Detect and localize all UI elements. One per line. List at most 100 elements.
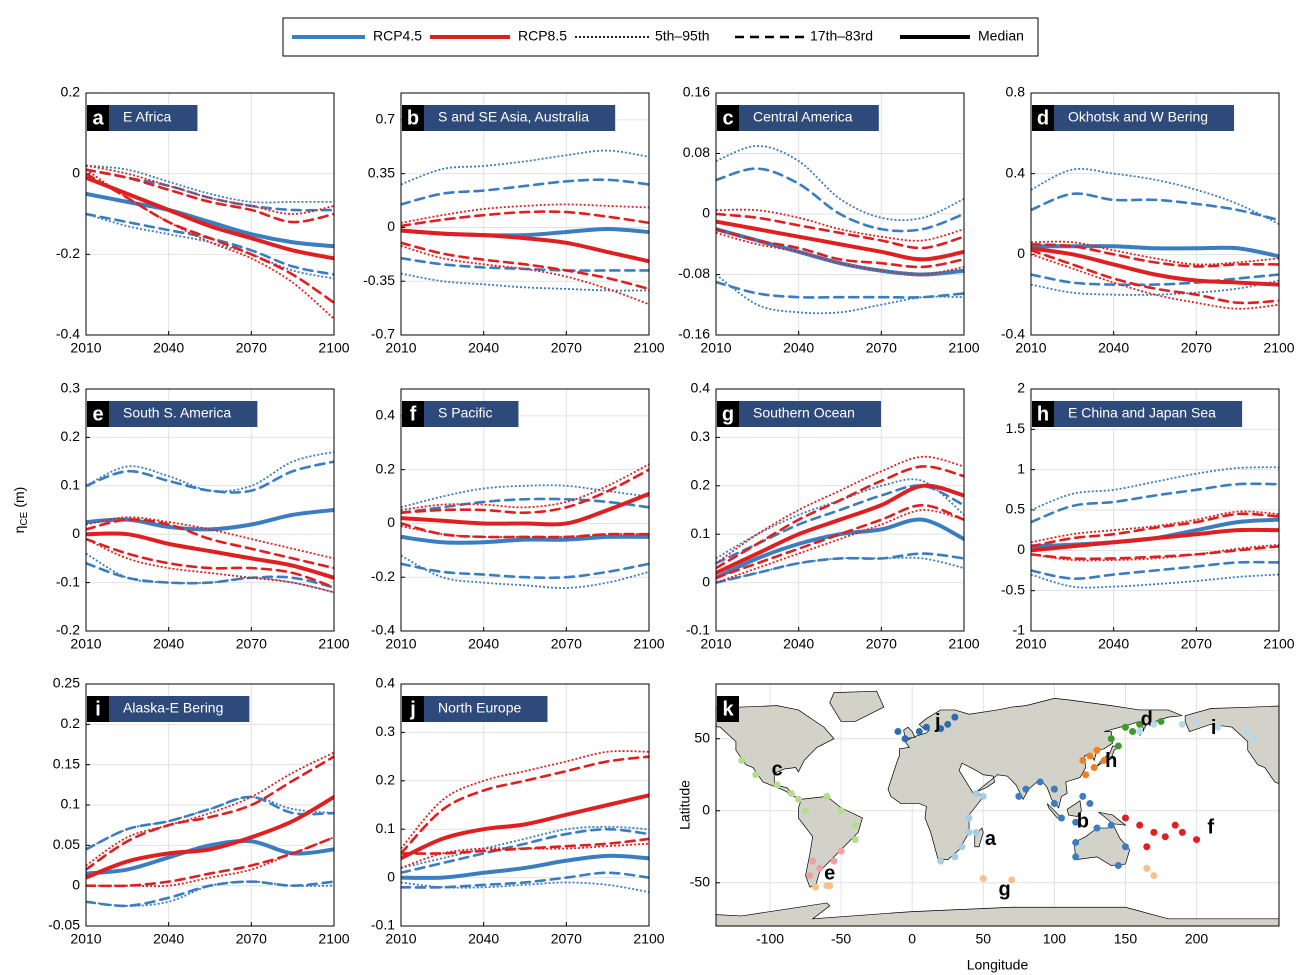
x-tick-label: 2100 [948,636,979,652]
region-point [1136,720,1144,728]
region-point [922,723,930,731]
series-line [86,164,334,215]
series-line [86,460,334,494]
series-line [401,210,649,228]
series-line [401,491,649,527]
series-line [401,203,649,224]
panel-title: Okhotsk and W Bering [1068,109,1208,125]
y-tick-label: 0 [72,525,80,541]
panel-letter: c [722,107,733,129]
y-tick-label: 0 [702,801,710,817]
region-point [1178,720,1186,728]
y-tick-label: 0.15 [53,755,80,771]
x-tick-label: 2070 [236,636,267,652]
series-group [1031,167,1279,310]
region-point [1072,838,1080,846]
y-tick-label: -0.1 [686,622,710,638]
panel-letter: e [92,403,103,425]
series-line [401,178,649,206]
x-tick-label: 2100 [633,340,664,356]
panel-letter-box [87,401,109,427]
panel-letter-box [717,105,739,131]
series-line [1031,240,1279,266]
series-line [1031,273,1279,287]
series-line [86,531,334,580]
x-tick-label: 2010 [1015,340,1046,356]
series-line [401,881,649,894]
plot-area [401,93,649,335]
series-line [401,837,649,855]
y-tick-label: 0.4 [1006,164,1026,180]
land [1046,803,1065,821]
series-line [86,795,334,851]
panel-title: North Europe [438,700,521,716]
x-tick-label: 2100 [1263,340,1294,356]
panel-letter-box [87,696,109,722]
series-line [1031,543,1279,562]
region-point [944,720,952,728]
y-tick-label: 0.3 [691,428,711,444]
x-tick-label: 50 [975,931,991,947]
panel-letter-box [717,401,739,427]
y-tick-label: 0.1 [61,796,81,812]
x-tick-label: 2100 [318,931,349,947]
y-tick-label: 0.05 [53,836,80,852]
y-tick-label: 0.08 [683,144,710,160]
series-line [401,750,649,850]
y-tick-label: 0.1 [376,820,396,836]
x-tick-label: 2010 [70,931,101,947]
region-point [1161,833,1169,841]
panel-title-box [109,696,250,722]
series-line [401,468,649,515]
legend-label: Median [978,28,1024,44]
y-label-symbol: η [11,526,27,534]
region-point [1022,785,1030,793]
region-point [1050,785,1058,793]
series-line [86,518,334,570]
series-line [716,219,964,262]
region-point [1143,843,1151,851]
series-line [716,455,964,564]
x-tick-label: -100 [756,931,784,947]
series-line [716,280,964,299]
region-point [1008,876,1016,884]
region-point [958,843,966,851]
series-group [86,164,334,320]
y-tick-label: -0.5 [1001,581,1025,597]
region-point [972,789,980,797]
plot-area [86,389,334,631]
y-tick-label: 0 [387,514,395,530]
x-tick-label: 2010 [700,636,731,652]
y-tick-label: -0.4 [371,622,395,638]
region-point [1114,742,1122,750]
plot-frame [715,388,965,632]
series-line [1031,545,1279,561]
panel-title: S Pacific [438,405,492,421]
y-tick-label: 0.25 [53,675,80,691]
region-point [851,821,859,829]
region-point [1121,843,1129,851]
panel-letter: a [92,107,104,129]
series-group [401,149,649,306]
region-point [1129,728,1137,736]
series-line [86,168,334,224]
panel-title-box [424,105,616,131]
x-tick-label: 2070 [236,931,267,947]
x-tick-label: 2010 [70,636,101,652]
panel-letter: i [95,698,101,720]
plot-frame [85,92,335,336]
series-line [716,465,964,570]
x-tick-label: 2040 [468,340,499,356]
x-tick-label: -50 [831,931,851,947]
series-group [401,750,649,894]
legend-label: RCP4.5 [373,28,422,44]
region-point [1090,764,1098,772]
series-line [716,208,964,242]
region-point [1079,792,1087,800]
panel-letter-box [402,401,424,427]
region-point [979,792,987,800]
y-tick-label: 0.8 [1006,84,1026,100]
series-line [1031,527,1279,553]
region-point [894,728,902,736]
region-point [1093,746,1101,754]
